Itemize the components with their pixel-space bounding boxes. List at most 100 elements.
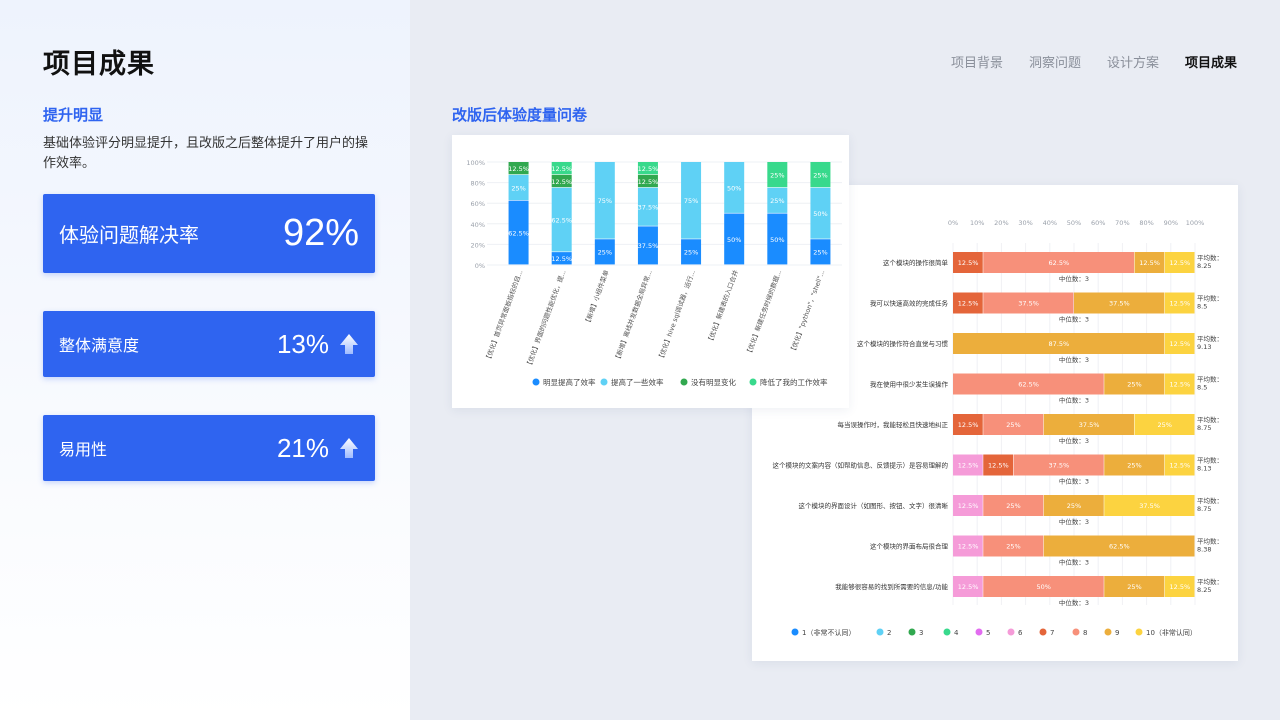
bar-segment [637, 162, 658, 175]
avg-value: 8.75 [1197, 424, 1211, 432]
legend-label: 9 [1115, 629, 1119, 637]
bar-segment [1164, 576, 1195, 597]
row-label: 这个模块的界面设计（如图形、按钮、文字）很清晰 [799, 501, 949, 510]
data-label: 12.5% [958, 502, 979, 510]
avg-label: 平均数： [1197, 415, 1223, 424]
data-label: 25% [1006, 502, 1020, 510]
data-label: 12.5% [958, 583, 979, 591]
avg-value: 9.13 [1197, 343, 1211, 351]
y-tick-label: 0% [475, 262, 485, 270]
bar-segment [983, 252, 1134, 273]
data-label: 37.5% [1109, 300, 1130, 308]
bar-segment [953, 576, 983, 597]
description-text: 基础体验评分明显提升，且改版之后整体提升了用户的操作效率。 [43, 136, 369, 171]
legend-label: 2 [887, 629, 891, 637]
legend-marker [1039, 628, 1047, 636]
data-label: 62.5% [1018, 381, 1039, 389]
avg-label: 平均数： [1197, 537, 1223, 546]
bar-segment [551, 174, 572, 188]
legend-label: 1（非常不认同） [802, 628, 855, 637]
data-label: 12.5% [551, 255, 572, 263]
bar-segment [724, 213, 745, 265]
nav-item-background[interactable]: 项目背景 [950, 56, 1003, 71]
x-tick-label: 【优化】新建任务时候的数据... [744, 269, 783, 357]
bar-segment [1074, 292, 1165, 314]
x-tick-label: 0% [948, 219, 958, 227]
bar-segment [1164, 292, 1195, 314]
median-label: 中位数：3 [1059, 396, 1089, 405]
x-tick-label: 【新增】小组件菜单 [582, 268, 611, 327]
avg-label: 平均数： [1197, 496, 1223, 505]
avg-value: 8.38 [1197, 546, 1211, 554]
median-label: 中位数：3 [1059, 436, 1089, 445]
bar-segment [1134, 252, 1165, 273]
avg-label: 平均数： [1197, 253, 1223, 262]
legend-marker [1104, 628, 1112, 636]
avg-label: 平均数： [1197, 456, 1223, 465]
bar-segment [810, 187, 831, 239]
data-label: 50% [727, 236, 741, 244]
bar-segment [594, 239, 615, 265]
satisfaction-chart: 0% 10% 20% 30% 40% 50% 60% 70% 80% 90% 100% 这个模块的操作… [773, 219, 1224, 637]
section-title-survey: 改版后体验度量问卷 [452, 106, 588, 124]
legend-marker [600, 378, 608, 386]
data-label: 12.5% [958, 259, 979, 267]
median-label: 中位数：3 [1059, 274, 1089, 283]
data-label: 75% [598, 197, 612, 205]
data-label: 12.5% [1139, 259, 1160, 267]
bar-segment [681, 239, 702, 265]
efficiency-chart: 0% 20% 40% 60% 80% 100% 62.5% 25% 12.5% 【优化】首页异常面… [466, 159, 842, 387]
data-label: 37.5% [1079, 421, 1100, 429]
row-label: 我在使用中很少发生误操作 [870, 380, 949, 389]
legend-label: 没有明显变化 [691, 377, 736, 387]
avg-label: 平均数： [1197, 577, 1223, 586]
page-title: 项目成果 [43, 49, 155, 80]
nav-item-results[interactable]: 项目成果 [1184, 56, 1237, 71]
legend-label: 明显提高了效率 [543, 377, 596, 387]
data-label: 12.5% [1170, 583, 1191, 591]
bar-segment [508, 200, 529, 265]
bar-segment [1104, 495, 1195, 516]
legend-marker [532, 378, 540, 386]
data-label: 12.5% [551, 178, 572, 186]
row-label: 我能够很容易的找到所需要的信息/功能 [835, 582, 948, 591]
legend-label: 降低了我的工作效率 [760, 377, 828, 387]
bar-segment [983, 414, 1044, 435]
metric-value: 92% [282, 212, 359, 254]
bar-segment [983, 495, 1044, 516]
bar-segment [953, 333, 1165, 354]
y-tick-label: 20% [471, 241, 485, 249]
bar-segment [983, 454, 1013, 476]
bar-segment [637, 174, 658, 188]
data-label: 37.5% [638, 242, 659, 250]
data-label: 50% [813, 210, 827, 218]
bar-segment [953, 535, 983, 557]
bar-segment [953, 454, 983, 476]
median-label: 中位数：3 [1059, 477, 1089, 486]
avg-value: 8.25 [1197, 262, 1211, 270]
metric-value: 13% [276, 328, 329, 359]
legend-marker [749, 378, 757, 386]
bar-segment [953, 495, 983, 516]
data-label: 50% [727, 184, 741, 192]
data-label: 12.5% [1170, 381, 1191, 389]
legend-label: 5 [986, 629, 990, 637]
data-label: 25% [1127, 462, 1141, 470]
bar-segment [551, 187, 572, 252]
data-label: 62.5% [551, 216, 572, 224]
x-tick-label: 50% [1067, 219, 1081, 227]
legend-label: 8 [1083, 629, 1087, 637]
bar-segment [724, 162, 745, 213]
nav-item-design[interactable]: 设计方案 [1106, 56, 1159, 71]
bar-segment [953, 292, 983, 314]
metric-card-satisfaction: 整体满意度 13% [43, 311, 375, 377]
legend-marker [1135, 628, 1143, 636]
row-label: 这个模块的界面布局很合理 [870, 542, 949, 551]
metric-value: 21% [276, 432, 329, 463]
nav-item-insight[interactable]: 洞察问题 [1028, 56, 1081, 71]
y-tick-label: 100% [466, 159, 485, 167]
bar-segment [810, 239, 831, 265]
legend-marker [876, 628, 884, 636]
data-label: 37.5% [1049, 462, 1070, 470]
median-label: 中位数：3 [1059, 558, 1089, 567]
